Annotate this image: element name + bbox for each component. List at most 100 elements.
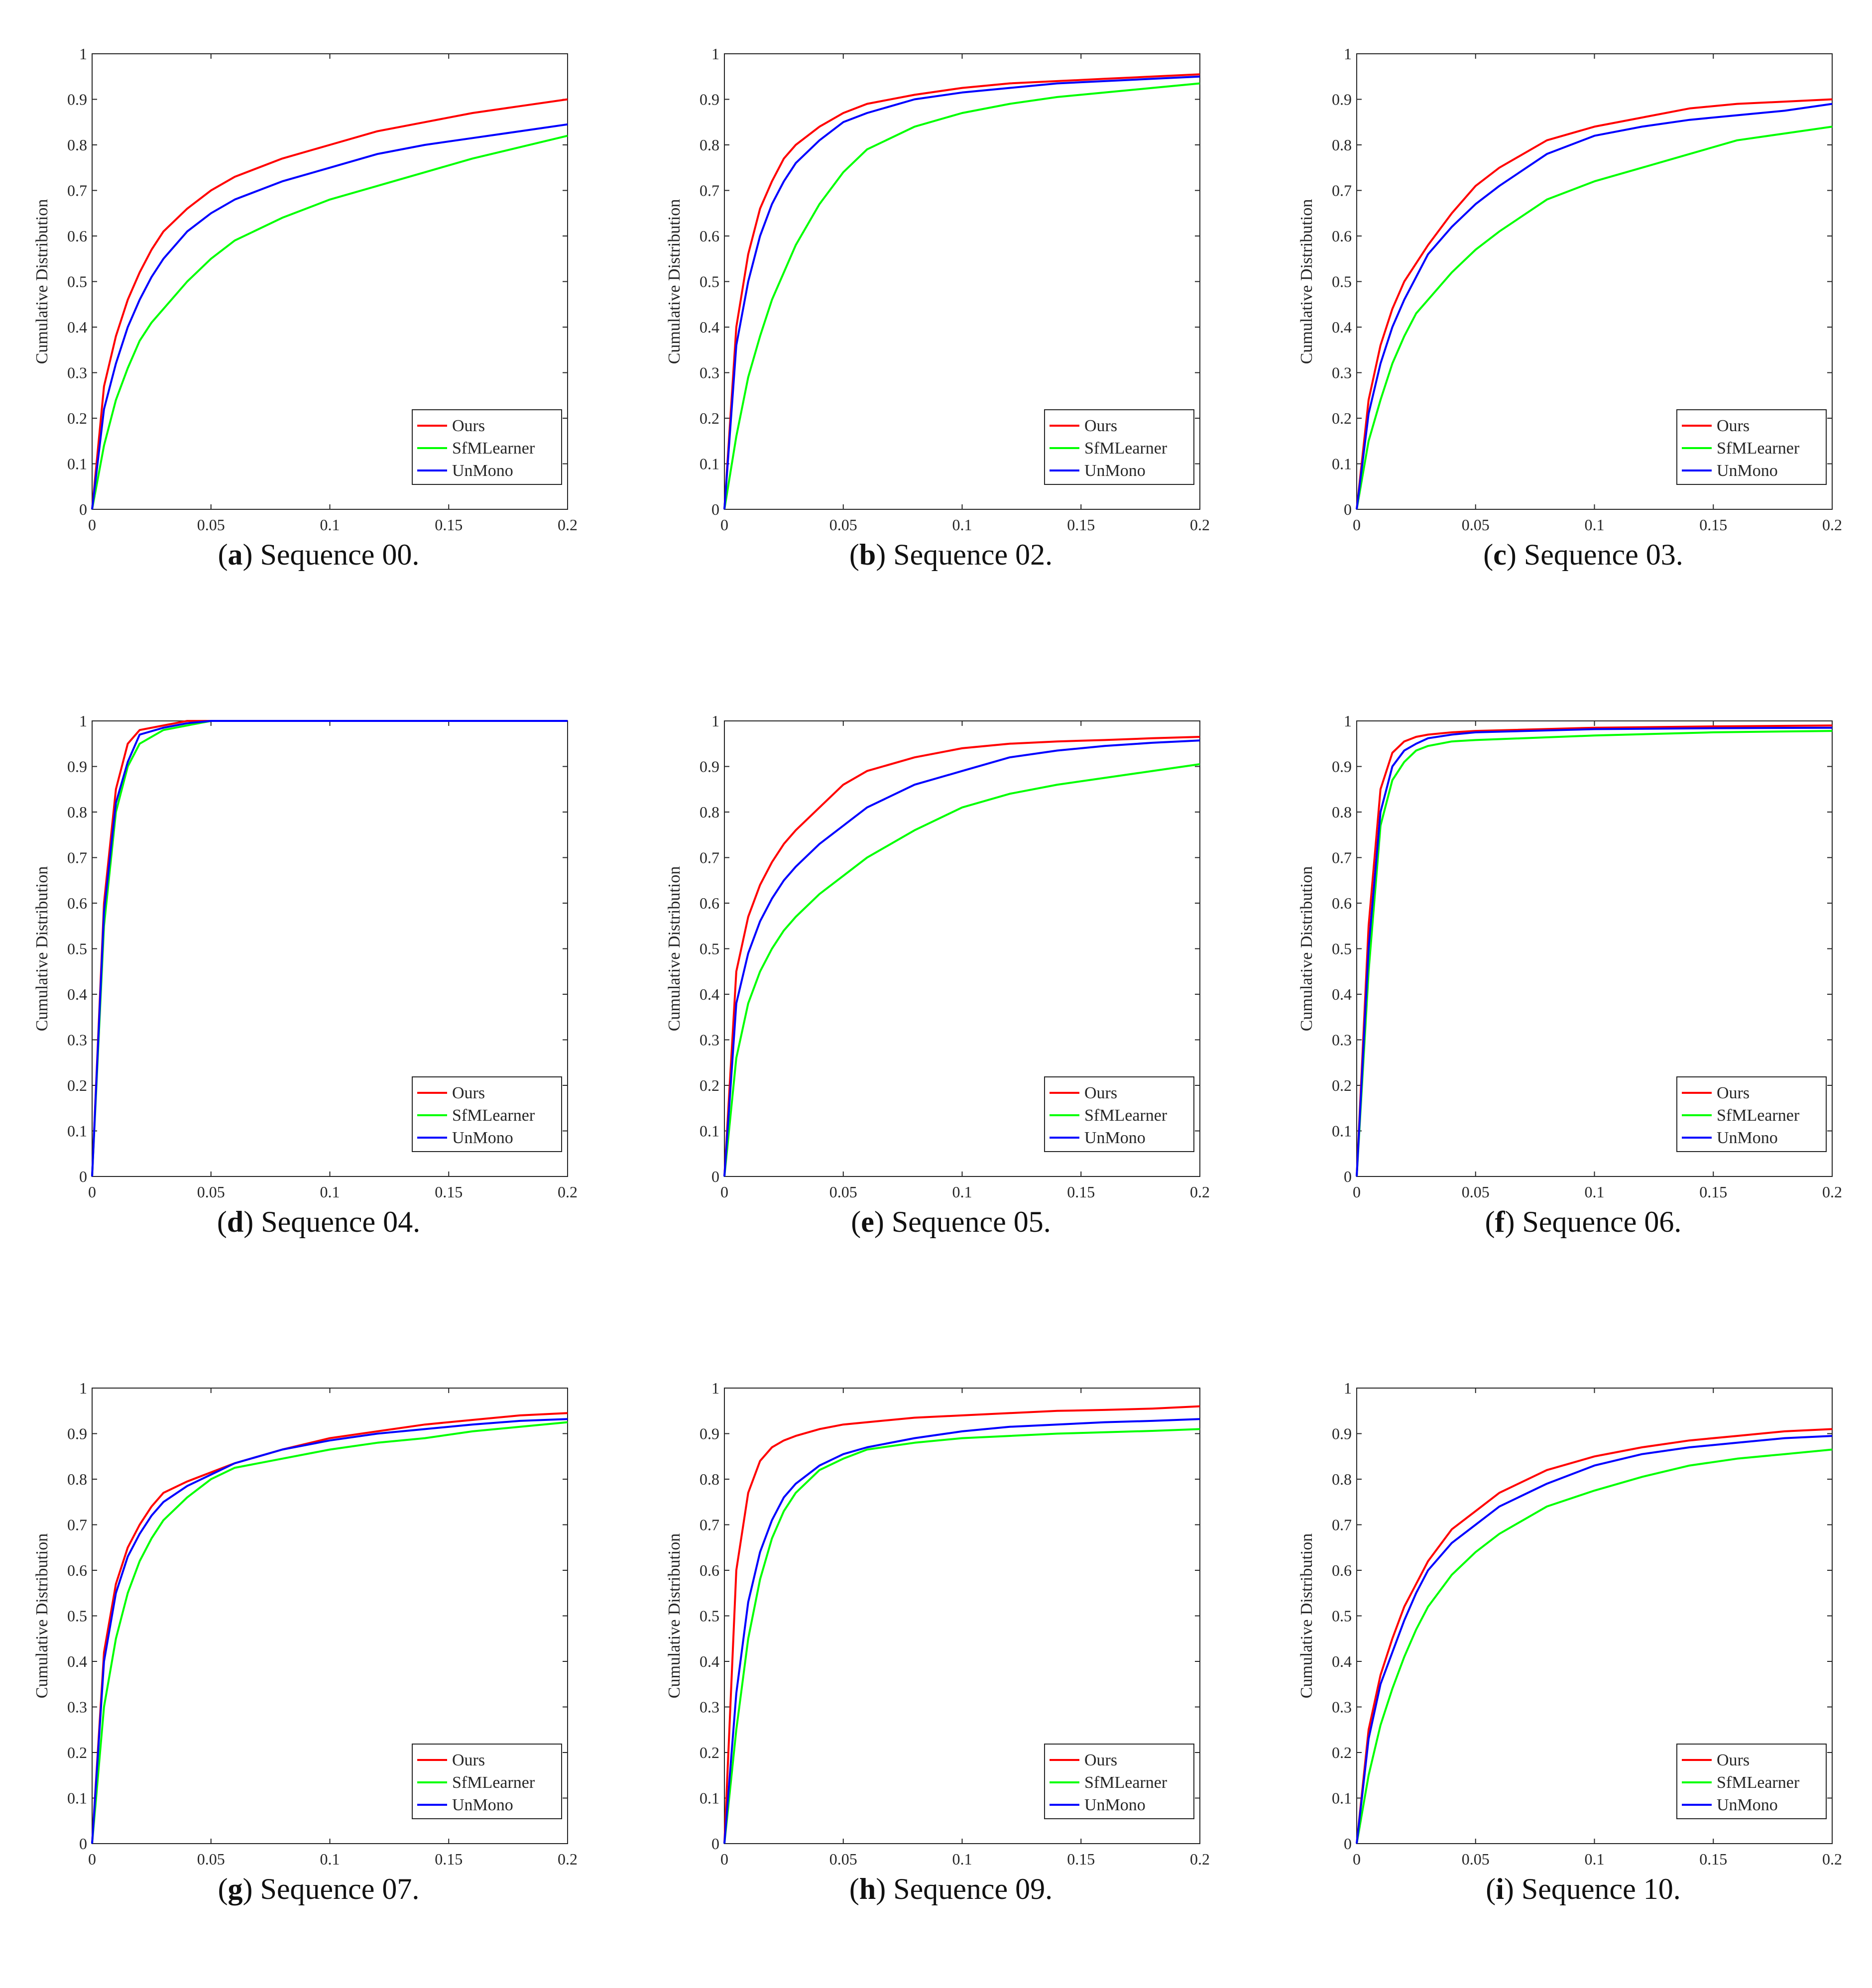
x-tick-label: 0 (1353, 1850, 1361, 1868)
x-tick-label: 0.05 (829, 516, 857, 534)
y-tick-label: 0.2 (700, 1076, 719, 1094)
legend-label-ours: Ours (1717, 1751, 1750, 1769)
caption-open-paren: ( (1483, 538, 1494, 571)
caption-open-paren: ( (849, 1872, 859, 1905)
y-axis-label: Cumulative Distribution (1297, 1533, 1316, 1698)
x-tick-label: 0 (88, 1183, 96, 1201)
y-tick-label: 0 (79, 500, 87, 518)
y-tick-label: 1 (1344, 1379, 1352, 1397)
chart-panel-d: 0 0.1 0.2 0.3 0.4 0.5 0.6 0.7 0.8 0.9 1 0 0.05 0.1 0.1… (30, 707, 607, 1255)
x-tick-label: 0.2 (1190, 1850, 1210, 1868)
y-tick-label: 0.8 (67, 136, 87, 154)
y-tick-label: 0.3 (1332, 1031, 1352, 1049)
caption-letter: c (1493, 538, 1507, 571)
legend-label-ours: Ours (452, 1084, 485, 1102)
x-tick-label: 0.05 (1462, 1183, 1490, 1201)
series-line-ours (91, 1412, 568, 1844)
x-tick-label: 0.1 (1585, 1183, 1605, 1201)
legend: Ours SfMLearner UnMono (1676, 409, 1827, 485)
y-tick-label: 1 (711, 1379, 719, 1397)
y-tick-label: 0.7 (700, 849, 719, 867)
series-line-sfmlearner (723, 82, 1200, 510)
y-tick-label: 0.8 (67, 1470, 87, 1488)
y-tick-label: 0.4 (1332, 318, 1352, 336)
y-tick-label: 0.1 (700, 1122, 719, 1140)
x-tick-label: 0.1 (1585, 1850, 1605, 1868)
y-tick-label: 0.6 (700, 894, 719, 912)
y-tick-label: 0.5 (700, 1607, 719, 1625)
y-tick-label: 1 (711, 712, 719, 730)
y-tick-label: 0.4 (67, 318, 87, 336)
caption-text: Sequence 03. (1523, 538, 1683, 571)
series-line-ours (1356, 1428, 1833, 1844)
chart-g: 0 0.1 0.2 0.3 0.4 0.5 0.6 0.7 0.8 0.9 1 0 0.05 0.1 0.1… (33, 1379, 578, 1868)
y-axis-label: Cumulative Distribution (665, 866, 684, 1031)
y-tick-label: 0.5 (700, 273, 719, 291)
legend: Ours SfMLearner UnMono (412, 1744, 562, 1819)
y-axis-label: Cumulative Distribution (33, 199, 51, 364)
x-tick-label: 0.15 (1699, 516, 1727, 534)
legend: Ours SfMLearner UnMono (412, 1076, 562, 1152)
x-tick-label: 0.2 (558, 516, 578, 534)
y-tick-label: 0.2 (1332, 1744, 1352, 1761)
y-tick-label: 1 (79, 45, 87, 63)
legend-label-ours: Ours (452, 1751, 485, 1769)
x-tick-label: 0.2 (1190, 1183, 1210, 1201)
caption-text: Sequence 09. (893, 1872, 1053, 1905)
y-tick-label: 0 (1344, 500, 1352, 518)
y-tick-label: 0.4 (67, 985, 87, 1003)
series-line-ours (723, 736, 1200, 1177)
y-tick-label: 0.3 (1332, 1698, 1352, 1716)
series-line-unmono (1356, 103, 1833, 510)
legend: Ours SfMLearner UnMono (1676, 1744, 1827, 1819)
y-axis-label: Cumulative Distribution (33, 1533, 51, 1698)
x-tick-label: 0.2 (1822, 1183, 1842, 1201)
y-tick-label: 1 (79, 712, 87, 730)
x-tick-label: 0 (1353, 516, 1361, 534)
y-tick-label: 0.6 (1332, 227, 1352, 245)
caption-open-paren: ( (218, 1872, 228, 1905)
y-tick-label: 0 (79, 1835, 87, 1853)
y-tick-label: 0.7 (1332, 1516, 1352, 1534)
y-tick-label: 0 (711, 500, 719, 518)
y-tick-label: 0.7 (67, 849, 87, 867)
x-tick-label: 0.15 (435, 1850, 463, 1868)
y-tick-label: 0.5 (67, 273, 87, 291)
y-tick-label: 0.6 (1332, 1561, 1352, 1579)
legend-label-ours: Ours (1084, 1084, 1117, 1102)
x-tick-label: 0 (88, 516, 96, 534)
y-tick-label: 0.2 (1332, 409, 1352, 427)
y-tick-label: 0.9 (1332, 91, 1352, 109)
y-tick-label: 0 (1344, 1168, 1352, 1185)
y-tick-label: 0.9 (700, 1425, 719, 1443)
y-tick-label: 1 (79, 1379, 87, 1397)
x-tick-label: 0.15 (435, 1183, 463, 1201)
legend-label-ours: Ours (1084, 417, 1117, 435)
series-line-ours (91, 98, 568, 510)
series-line-unmono (723, 739, 1200, 1177)
y-tick-label: 0.8 (1332, 136, 1352, 154)
caption-close-paren: ) (1506, 538, 1524, 571)
caption-text: Sequence 02. (893, 538, 1053, 571)
legend-label-unmono: UnMono (1717, 1129, 1778, 1147)
x-tick-label: 0 (720, 1183, 728, 1201)
y-tick-label: 0.7 (67, 182, 87, 200)
legend-label-sfmlearner: SfMLearner (1717, 439, 1800, 458)
y-tick-label: 0.4 (1332, 985, 1352, 1003)
caption-close-paren: ) (876, 1872, 894, 1905)
legend-label-sfmlearner: SfMLearner (1717, 1106, 1800, 1125)
y-tick-label: 0.7 (700, 1516, 719, 1534)
caption-d: (d) Sequence 04. (30, 1205, 607, 1239)
y-tick-label: 0.1 (700, 1789, 719, 1807)
y-tick-label: 0.6 (700, 227, 719, 245)
y-tick-label: 0.3 (1332, 364, 1352, 382)
caption-letter: e (861, 1205, 874, 1238)
y-tick-label: 0.7 (67, 1516, 87, 1534)
caption-e: (e) Sequence 05. (662, 1205, 1240, 1239)
x-tick-label: 0.15 (1067, 1183, 1095, 1201)
legend: Ours SfMLearner UnMono (1044, 409, 1194, 485)
y-tick-label: 0.1 (67, 1122, 87, 1140)
y-axis-label: Cumulative Distribution (33, 866, 51, 1031)
legend: Ours SfMLearner UnMono (1044, 1744, 1194, 1819)
y-tick-label: 0.1 (67, 455, 87, 473)
